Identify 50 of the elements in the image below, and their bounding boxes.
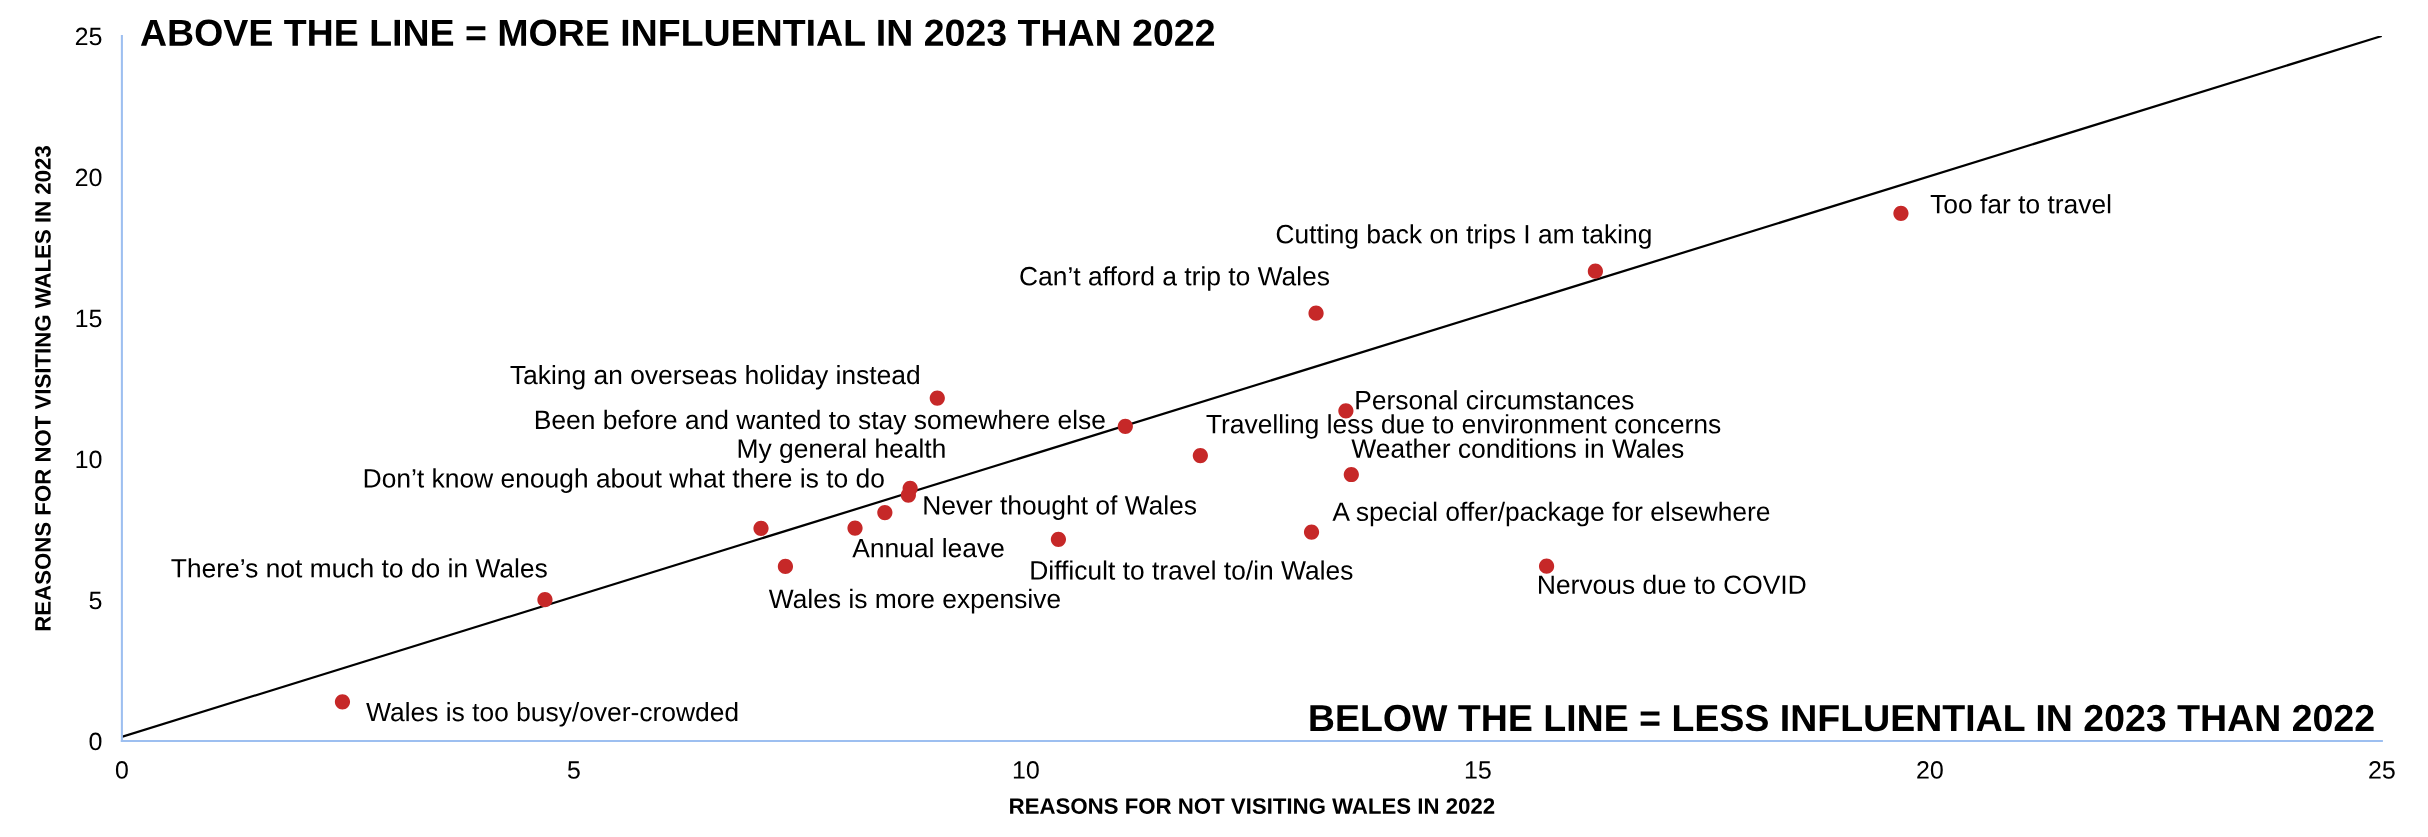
point [1303, 524, 1320, 540]
annotation: Annual leave [852, 538, 1004, 558]
x-axis-title: REASONS FOR NOT VISITING WALES IN 2022 [1010, 798, 1495, 814]
annotation: Taking an overseas holiday instead [510, 364, 919, 390]
x-tick-label: 15 [1465, 761, 1491, 779]
point [1538, 558, 1555, 574]
x-tick-label: 20 [1917, 761, 1943, 779]
y-tick-label: 10 [76, 450, 102, 469]
y-tick-label: 15 [76, 309, 102, 328]
point [847, 520, 863, 536]
annotation: Weather conditions in Wales [1351, 438, 1684, 458]
annotation: Wales is more expensive [768, 588, 1060, 614]
annotation: Can’t afford a trip to Wales [1020, 266, 1330, 291]
annotation: A special offer/package for elsewhere [1332, 501, 1770, 527]
y-axis-title: REASONS FOR NOT VISITING WALES IN 2023 [35, 146, 51, 631]
annotation: BELOW THE LINE = LESS INFLUENTIAL IN 2023 THAN 2022 [1310, 704, 2374, 732]
point [1308, 305, 1324, 321]
annotation: Been before and wanted to stay somewhere else [535, 409, 1105, 435]
point [537, 592, 553, 608]
point [1117, 418, 1133, 434]
point [1343, 466, 1359, 483]
point [877, 504, 893, 521]
point [1050, 531, 1067, 547]
x-tick-label: 10 [1013, 761, 1039, 779]
point [929, 390, 945, 406]
annotation: There’s not much to do in Wales [171, 558, 547, 578]
annotation: Nervous due to COVID [1539, 574, 1806, 595]
annotation: Never thought of Wales [924, 495, 1197, 520]
point [777, 558, 794, 575]
point [334, 694, 351, 710]
y-tick-label: 25 [75, 27, 102, 46]
point [1893, 205, 1909, 221]
annotation: Wales is too busy/over-crowded [366, 702, 738, 727]
annotation: Travelling less due to environment concerns [1206, 414, 1721, 439]
annotation: Don’t know enough about what there is to do [364, 468, 884, 493]
annotation: Too far to travel [1930, 194, 2111, 214]
annotation: Personal circumstances [1356, 390, 1634, 410]
y-tick-label: 20 [75, 168, 102, 187]
annotation: Difficult to travel to/in Wales [1031, 560, 1353, 580]
annotation: ABOVE THE LINE = MORE INFLUENTIAL IN 2023 THAN 2022 [140, 19, 1215, 47]
y-tick-label: 0 [89, 732, 102, 751]
y-tick-label: 5 [89, 591, 102, 610]
x-tick-label: 25 [2369, 761, 2395, 779]
point [1192, 448, 1208, 464]
annotation: Cutting back on trips I am taking [1276, 224, 1651, 249]
point [1587, 263, 1603, 279]
x-tick-label: 0 [115, 761, 128, 779]
annotation: My general health [738, 438, 945, 464]
x-tick-label: 5 [567, 761, 580, 779]
point [753, 520, 769, 536]
